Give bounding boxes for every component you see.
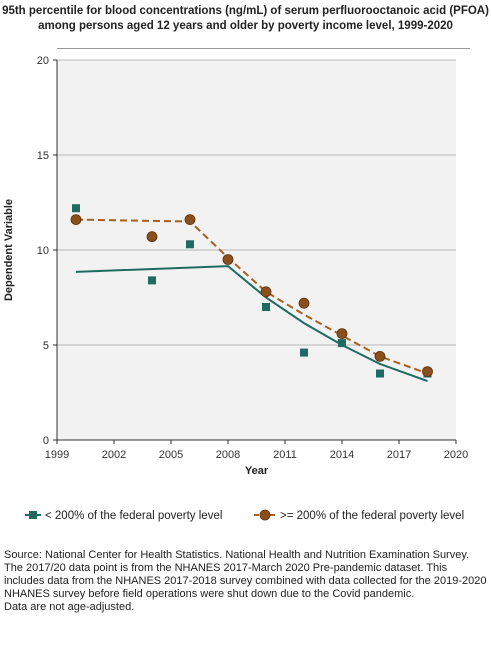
source-note-2: The 2017/20 data point is from the NHANE… (4, 562, 487, 600)
chart-plot: 0 5 10 15 20 1999 2002 2005 2008 2011 2014 2017 2020… (3, 55, 468, 522)
point-below-200 (72, 204, 80, 213)
point-below-200 (262, 303, 270, 311)
data-points (70, 204, 433, 378)
point-below-200 (300, 348, 308, 357)
y-tick-label: 0 (43, 435, 49, 447)
y-tick-label: 5 (43, 340, 49, 352)
point-above-200 (374, 350, 386, 362)
x-tick-label: 2020 (444, 449, 468, 461)
point-above-200 (260, 286, 272, 298)
point-below-200 (148, 276, 156, 285)
source-notes: Source: National Center for Health Stati… (4, 549, 488, 614)
y-axis-title: Dependent Variable (3, 199, 15, 301)
chart-title: 95th percentile for blood concentrations… (2, 5, 489, 32)
y-tick-label: 15 (37, 150, 49, 162)
legend-marker-below (29, 511, 37, 519)
point-above-200 (422, 366, 433, 378)
point-above-200 (298, 297, 310, 309)
legend-marker-above (259, 509, 271, 521)
trend-lines (75, 218, 428, 383)
gridlines (57, 59, 456, 346)
trend-line-series-2 (75, 218, 428, 375)
y-tick-label: 20 (37, 55, 49, 67)
x-tick-label: 1999 (45, 449, 69, 461)
legend-label-above: >= 200% of the federal poverty level (280, 510, 464, 522)
legend: < 200% of the federal poverty level >= 20… (25, 509, 464, 522)
source-note-3: Data are not age-adjusted. (4, 601, 135, 613)
x-axis-title: Year (245, 465, 269, 477)
point-above-200 (184, 214, 196, 226)
point-above-200 (222, 254, 234, 265)
point-below-200 (186, 240, 194, 249)
trend-line-series-1 (75, 265, 428, 383)
x-tick-label: 2002 (102, 449, 126, 461)
source-note-1: Source: National Center for Health Stati… (4, 549, 470, 561)
point-above-200 (336, 328, 348, 340)
x-tick-label: 2005 (159, 449, 183, 461)
legend-label-below: < 200% of the federal poverty level (45, 510, 222, 522)
title-divider (57, 48, 470, 49)
tick-labels: 0 5 10 15 20 1999 2002 2005 2008 2011 2014 2017 2020 (37, 55, 468, 461)
point-above-200 (146, 231, 158, 243)
point-below-200 (376, 369, 384, 378)
y-tick-label: 10 (37, 245, 49, 257)
point-above-200 (70, 214, 82, 226)
x-tick-label: 2017 (387, 449, 411, 461)
x-tick-label: 2008 (216, 449, 240, 461)
x-tick-label: 2011 (273, 449, 297, 461)
point-below-200 (338, 339, 346, 348)
x-tick-label: 2014 (330, 449, 354, 461)
